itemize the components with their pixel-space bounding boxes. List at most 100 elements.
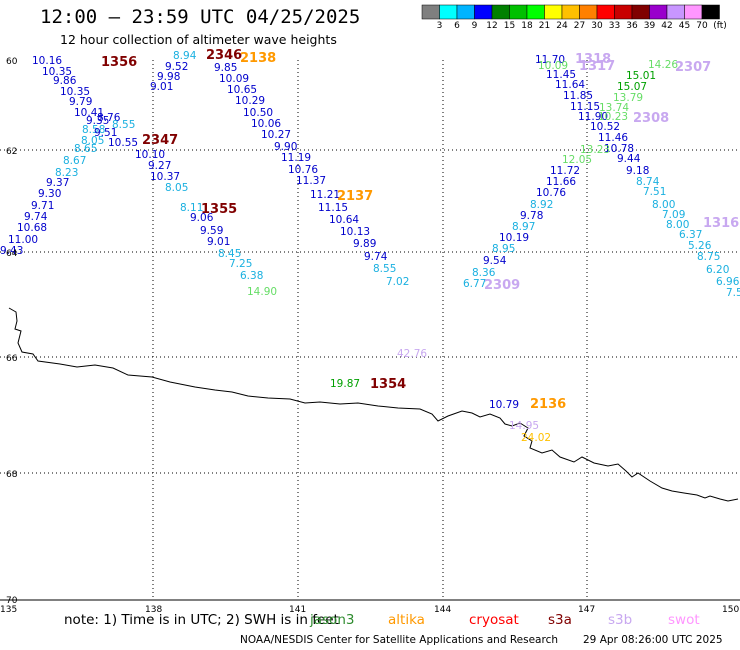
swh-value-label: 9.59 [200,225,223,237]
swh-value-label: 6.37 [679,229,702,241]
swh-value-label: 8.94 [173,50,197,62]
colorbar [421,4,720,20]
longitude-label: 141 [289,605,307,615]
satellite-legend-jason3: jason3 [310,612,355,628]
swh-value-label: 7.51 [643,186,666,198]
satellite-legend-s3a: s3a [548,612,572,628]
swh-value-label: 8.11 [180,202,203,214]
swh-value-label: 8.00 [652,199,675,211]
swh-value-label: 12.05 [562,154,592,166]
colorbar-tick-label: 12 [486,21,498,31]
swh-value-label: 15.07 [617,81,647,93]
pass-time-label: 2137 [337,189,373,204]
pass-time-label: 2308 [633,111,669,126]
swh-value-label: 11.15 [318,202,348,214]
swh-value-label: 8.45 [218,248,241,260]
colorbar-tick-label: 70 [696,21,708,31]
latitude-label: 70 [6,596,18,606]
colorbar-tick-label: 15 [503,21,516,31]
swh-value-label: 8.65 [74,143,97,155]
swh-value-label: 8.55 [112,119,135,131]
swh-value-label: 9.85 [214,62,237,74]
swh-value-label: 8.58 [82,124,105,136]
swh-value-label: 42.76 [397,348,427,360]
swh-value-label: 7.09 [662,209,685,221]
colorbar-tick-label: (ft) [713,21,727,31]
colorbar-tick-label: 42 [661,21,673,31]
swh-value-label: 10.16 [32,55,62,67]
swh-value-label: 14.95 [509,420,539,432]
swh-value-label: 11.85 [563,90,593,102]
swh-value-label: 8.76 [97,112,121,124]
swh-value-label: 9.78 [520,210,543,222]
swh-value-label: 9.44 [617,153,641,165]
swh-value-label: 10.35 [60,86,90,98]
colorbar-swatch [701,4,720,20]
swh-value-label: 10.68 [17,222,47,234]
swh-value-label: 7.5 [726,287,740,299]
swh-value-label: 10.41 [74,107,104,119]
swh-value-label: 14.90 [247,286,277,298]
swh-value-label: 9.35 [86,115,109,127]
colorbar-tick-label: 18 [521,21,533,31]
swh-value-label: 10.50 [243,107,273,119]
swh-value-label: 11.21 [310,189,340,201]
observation-labels: 10.1610.359.8610.359.7910.419.358.768.58… [0,50,740,444]
swh-value-label: 5.26 [688,240,712,252]
note-text: note: 1) Time is in UTC; 2) SWH is in fe… [64,612,339,628]
swh-value-label: 11.46 [598,132,628,144]
swh-value-label: 8.97 [512,221,535,233]
swh-value-label: 9.90 [274,141,297,153]
swh-value-label: 10.78 [604,143,634,155]
swh-value-label: 8.00 [666,219,689,231]
colorbar-swatch [596,4,615,20]
swh-value-label: 10.79 [489,399,519,411]
pass-time-label: 2346 [206,48,242,63]
swh-value-label: 8.55 [373,263,396,275]
pass-time-label: 2347 [142,133,178,148]
swh-value-label: 9.74 [24,211,48,223]
swh-value-label: 6.96 [716,276,740,288]
swh-value-label: 10.29 [235,95,265,107]
pass-time-label: 1316 [703,216,739,231]
swh-value-label: 9.43 [0,245,23,257]
latitude-label: 66 [6,354,18,364]
colorbar-tick-label: 33 [608,21,621,31]
longitude-label: 147 [578,605,596,615]
swh-value-label: 8.23 [55,167,78,179]
swh-value-label: 10.52 [590,121,620,133]
swh-value-label: 11.00 [8,234,38,246]
swh-value-label: 9.37 [46,177,69,189]
swh-value-label: 10.35 [42,66,72,78]
longitude-label: 135 [0,605,18,615]
swh-value-label: 10.27 [261,129,291,141]
swh-value-label: 9.27 [148,160,171,172]
pass-time-label: 1318 [575,52,611,67]
coastline [8,307,739,502]
swh-value-label: 11.72 [550,165,580,177]
swh-value-label: 9.54 [483,255,507,267]
swh-value-label: 10.76 [536,187,566,199]
colorbar-swatch [684,4,703,20]
colorbar-tick-label: 3 [436,21,443,31]
pass-time-label: 1356 [101,55,137,70]
swh-value-label: 9.30 [38,188,61,200]
swh-value-label: 10.19 [499,232,529,244]
colorbar-swatch [456,4,475,20]
swh-value-label: 10.65 [227,84,257,96]
credit-text: NOAA/NESDIS Center for Satellite Applica… [240,634,558,646]
longitude-label: 138 [145,605,163,615]
colorbar-swatch [421,4,440,20]
swh-value-label: 13.23 [580,144,610,156]
swh-value-label: 8.74 [636,176,660,188]
latitude-label: 64 [6,249,18,259]
pass-time-label: 2309 [484,278,520,293]
colorbar-swatch [439,4,458,20]
colorbar-swatch [491,4,510,20]
colorbar-tick-label: 9 [471,21,478,31]
satellite-legend-cryosat: cryosat [469,612,519,628]
swh-value-label: 11.37 [296,175,326,187]
swh-value-label: 6.20 [706,264,729,276]
swh-value-label: 9.86 [53,75,77,87]
swh-value-label: 8.05 [165,182,188,194]
